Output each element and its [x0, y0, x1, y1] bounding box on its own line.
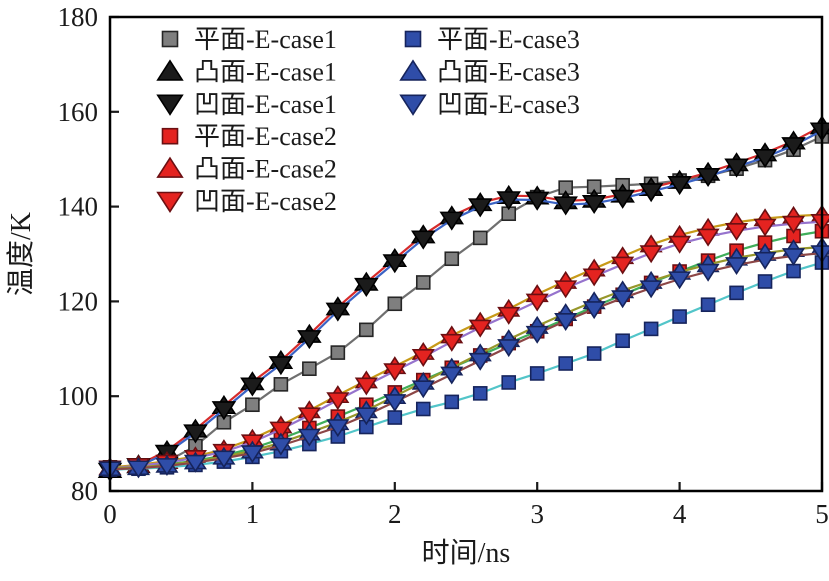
x-tick-label: 4 [673, 499, 687, 529]
legend-item-flat-e-case1: 平面-E-case1 [161, 25, 337, 54]
y-axis-title: 温度/K [5, 212, 37, 296]
series-concave-e-case2 [98, 213, 829, 479]
legend-label: 凸面-E-case1 [194, 57, 337, 86]
y-axis-ticks: 80 100 120 140 160 180 [58, 2, 119, 506]
chart-legend: 平面-E-case1 凸面-E-case1 凹面-E-case1 平面-E-case2… [156, 25, 580, 216]
chart-render-root: 0 1 2 3 4 5 80 100 120 140 160 180 平面-E-case1 凸面-E-ca… [58, 2, 829, 529]
legend-item-convex-e-case1: 凸面-E-case1 [156, 57, 337, 86]
y-tick-label: 100 [58, 381, 99, 411]
legend-label: 平面-E-case1 [194, 25, 337, 54]
series-flat-e-case3 [102, 255, 829, 477]
plot-frame [108, 15, 824, 493]
legend-label: 平面-E-case3 [437, 25, 580, 54]
legend-item-flat-e-case2: 平面-E-case2 [161, 122, 337, 151]
legend-item-concave-e-case2: 凹面-E-case2 [156, 187, 337, 216]
legend-item-concave-e-case1: 凹面-E-case1 [156, 90, 337, 119]
x-tick-label: 5 [815, 499, 829, 529]
x-tick-label: 1 [246, 499, 260, 529]
y-tick-label: 140 [58, 192, 99, 222]
y-tick-label: 160 [58, 97, 99, 127]
x-axis-ticks: 0 1 2 3 4 5 [103, 482, 829, 529]
legend-label: 凸面-E-case3 [437, 57, 580, 86]
y-tick-label: 120 [58, 286, 99, 316]
legend-label: 凹面-E-case2 [194, 187, 337, 216]
x-tick-label: 2 [388, 499, 402, 529]
legend-label: 平面-E-case2 [194, 122, 337, 151]
y-tick-label: 180 [58, 2, 99, 32]
legend-item-convex-e-case3: 凸面-E-case3 [399, 57, 580, 86]
legend-item-flat-e-case3: 平面-E-case3 [404, 25, 580, 54]
legend-item-convex-e-case2: 凸面-E-case2 [156, 155, 337, 184]
x-tick-label: 3 [530, 499, 544, 529]
legend-label: 凹面-E-case3 [437, 90, 580, 119]
x-axis-title: 时间/ns [422, 537, 511, 569]
y-tick-label: 80 [71, 476, 98, 506]
legend-label: 凸面-E-case2 [194, 155, 337, 184]
series-concave-e-case1 [97, 122, 829, 482]
x-tick-label: 0 [103, 499, 117, 529]
legend-item-concave-e-case3: 凹面-E-case3 [399, 90, 580, 119]
series-convex-e-case3 [98, 236, 829, 477]
legend-label: 凹面-E-case1 [194, 90, 337, 119]
